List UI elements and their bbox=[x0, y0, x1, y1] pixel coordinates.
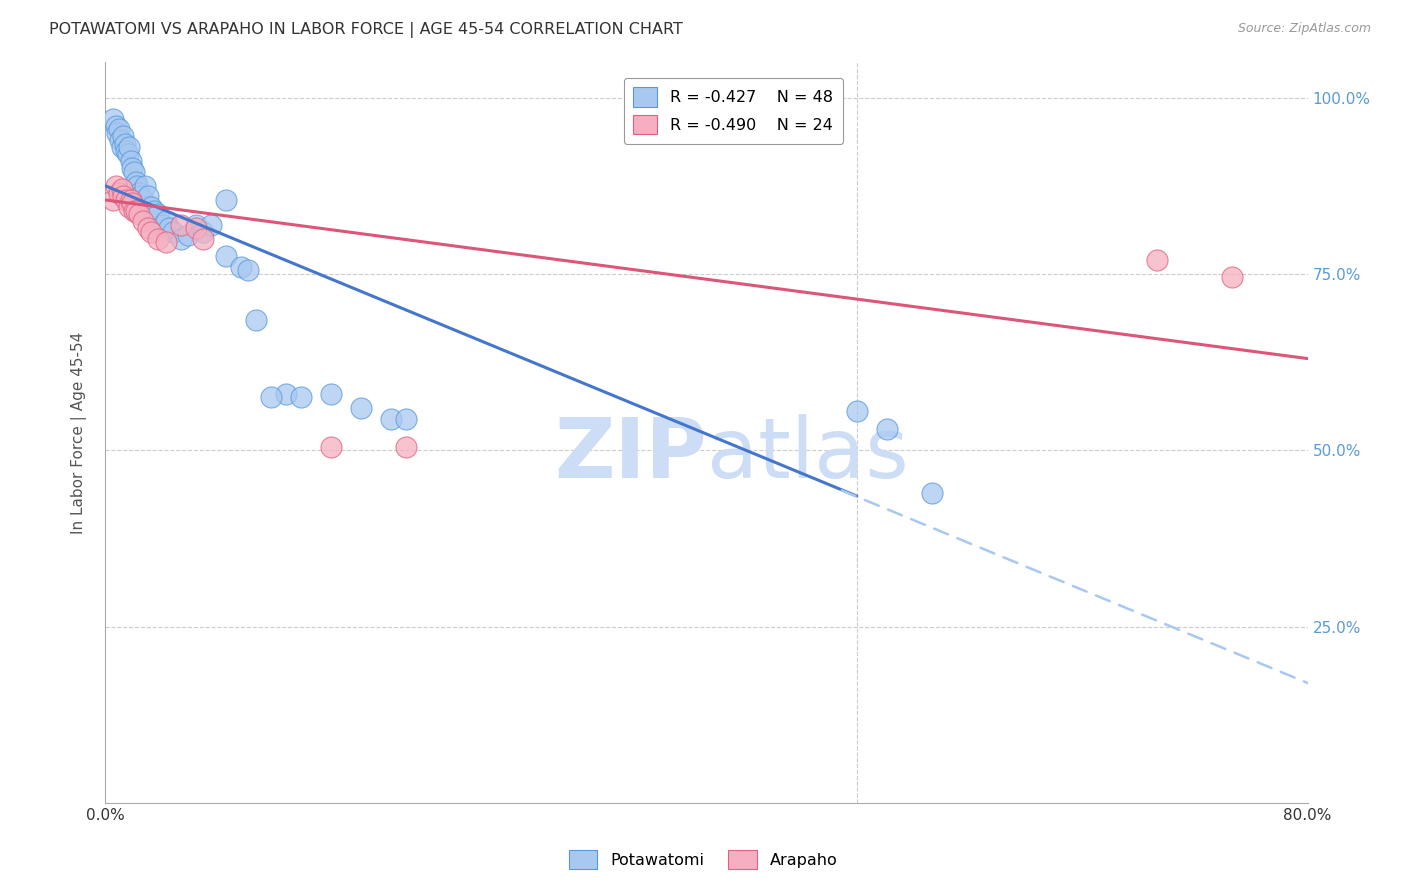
Point bbox=[395, 440, 418, 454]
Point bbox=[260, 390, 283, 404]
Point bbox=[118, 200, 141, 214]
Point bbox=[214, 249, 236, 263]
Point bbox=[108, 122, 131, 136]
Point bbox=[845, 404, 868, 418]
Point bbox=[112, 129, 135, 144]
Point bbox=[121, 196, 143, 211]
Point bbox=[139, 200, 162, 214]
Point bbox=[184, 221, 207, 235]
Point bbox=[115, 144, 138, 158]
Point bbox=[1222, 270, 1244, 285]
Point bbox=[110, 133, 132, 147]
Point bbox=[200, 218, 222, 232]
Point bbox=[921, 485, 943, 500]
Point bbox=[155, 214, 177, 228]
Point bbox=[184, 218, 207, 232]
Point bbox=[169, 218, 191, 232]
Point bbox=[319, 440, 342, 454]
Point bbox=[152, 218, 174, 232]
Point bbox=[134, 178, 156, 193]
Point bbox=[876, 422, 898, 436]
Point bbox=[380, 411, 402, 425]
Point bbox=[162, 225, 184, 239]
Point bbox=[104, 178, 127, 193]
Point bbox=[136, 189, 159, 203]
Point bbox=[124, 203, 146, 218]
Point bbox=[155, 235, 177, 250]
Point bbox=[274, 387, 297, 401]
Point bbox=[146, 232, 169, 246]
Point bbox=[122, 165, 145, 179]
Point bbox=[101, 112, 124, 126]
Text: Source: ZipAtlas.com: Source: ZipAtlas.com bbox=[1237, 22, 1371, 36]
Y-axis label: In Labor Force | Age 45-54: In Labor Force | Age 45-54 bbox=[70, 332, 87, 533]
Point bbox=[245, 313, 267, 327]
Point bbox=[132, 214, 155, 228]
Point bbox=[107, 126, 129, 140]
Point bbox=[101, 193, 124, 207]
Point bbox=[350, 401, 373, 415]
Point bbox=[120, 154, 142, 169]
Legend: Potawatomi, Arapaho: Potawatomi, Arapaho bbox=[562, 844, 844, 875]
Text: POTAWATOMI VS ARAPAHO IN LABOR FORCE | AGE 45-54 CORRELATION CHART: POTAWATOMI VS ARAPAHO IN LABOR FORCE | A… bbox=[49, 22, 683, 38]
Point bbox=[104, 119, 127, 133]
Point bbox=[136, 221, 159, 235]
Point bbox=[125, 178, 148, 193]
Point bbox=[146, 207, 169, 221]
Point bbox=[118, 140, 141, 154]
Point bbox=[191, 225, 214, 239]
Point bbox=[120, 193, 142, 207]
Point bbox=[139, 225, 162, 239]
Point bbox=[191, 232, 214, 246]
Point bbox=[214, 193, 236, 207]
Point bbox=[290, 390, 312, 404]
Point bbox=[229, 260, 252, 274]
Point bbox=[319, 387, 342, 401]
Point bbox=[132, 193, 155, 207]
Point bbox=[114, 136, 136, 151]
Point bbox=[142, 203, 165, 218]
Point bbox=[117, 147, 139, 161]
Point bbox=[157, 221, 180, 235]
Point bbox=[177, 228, 200, 243]
Text: ZIP: ZIP bbox=[554, 414, 707, 495]
Legend: R = -0.427    N = 48, R = -0.490    N = 24: R = -0.427 N = 48, R = -0.490 N = 24 bbox=[624, 78, 842, 144]
Point bbox=[111, 140, 134, 154]
Point bbox=[112, 189, 135, 203]
Point bbox=[122, 203, 145, 218]
Point bbox=[121, 161, 143, 176]
Point bbox=[169, 232, 191, 246]
Point bbox=[115, 193, 138, 207]
Text: atlas: atlas bbox=[707, 414, 908, 495]
Point bbox=[395, 411, 418, 425]
Point bbox=[129, 189, 152, 203]
Point bbox=[128, 207, 150, 221]
Point bbox=[1146, 252, 1168, 267]
Point bbox=[124, 175, 146, 189]
Point bbox=[108, 186, 131, 200]
Point bbox=[128, 186, 150, 200]
Point bbox=[238, 263, 260, 277]
Point bbox=[111, 182, 134, 196]
